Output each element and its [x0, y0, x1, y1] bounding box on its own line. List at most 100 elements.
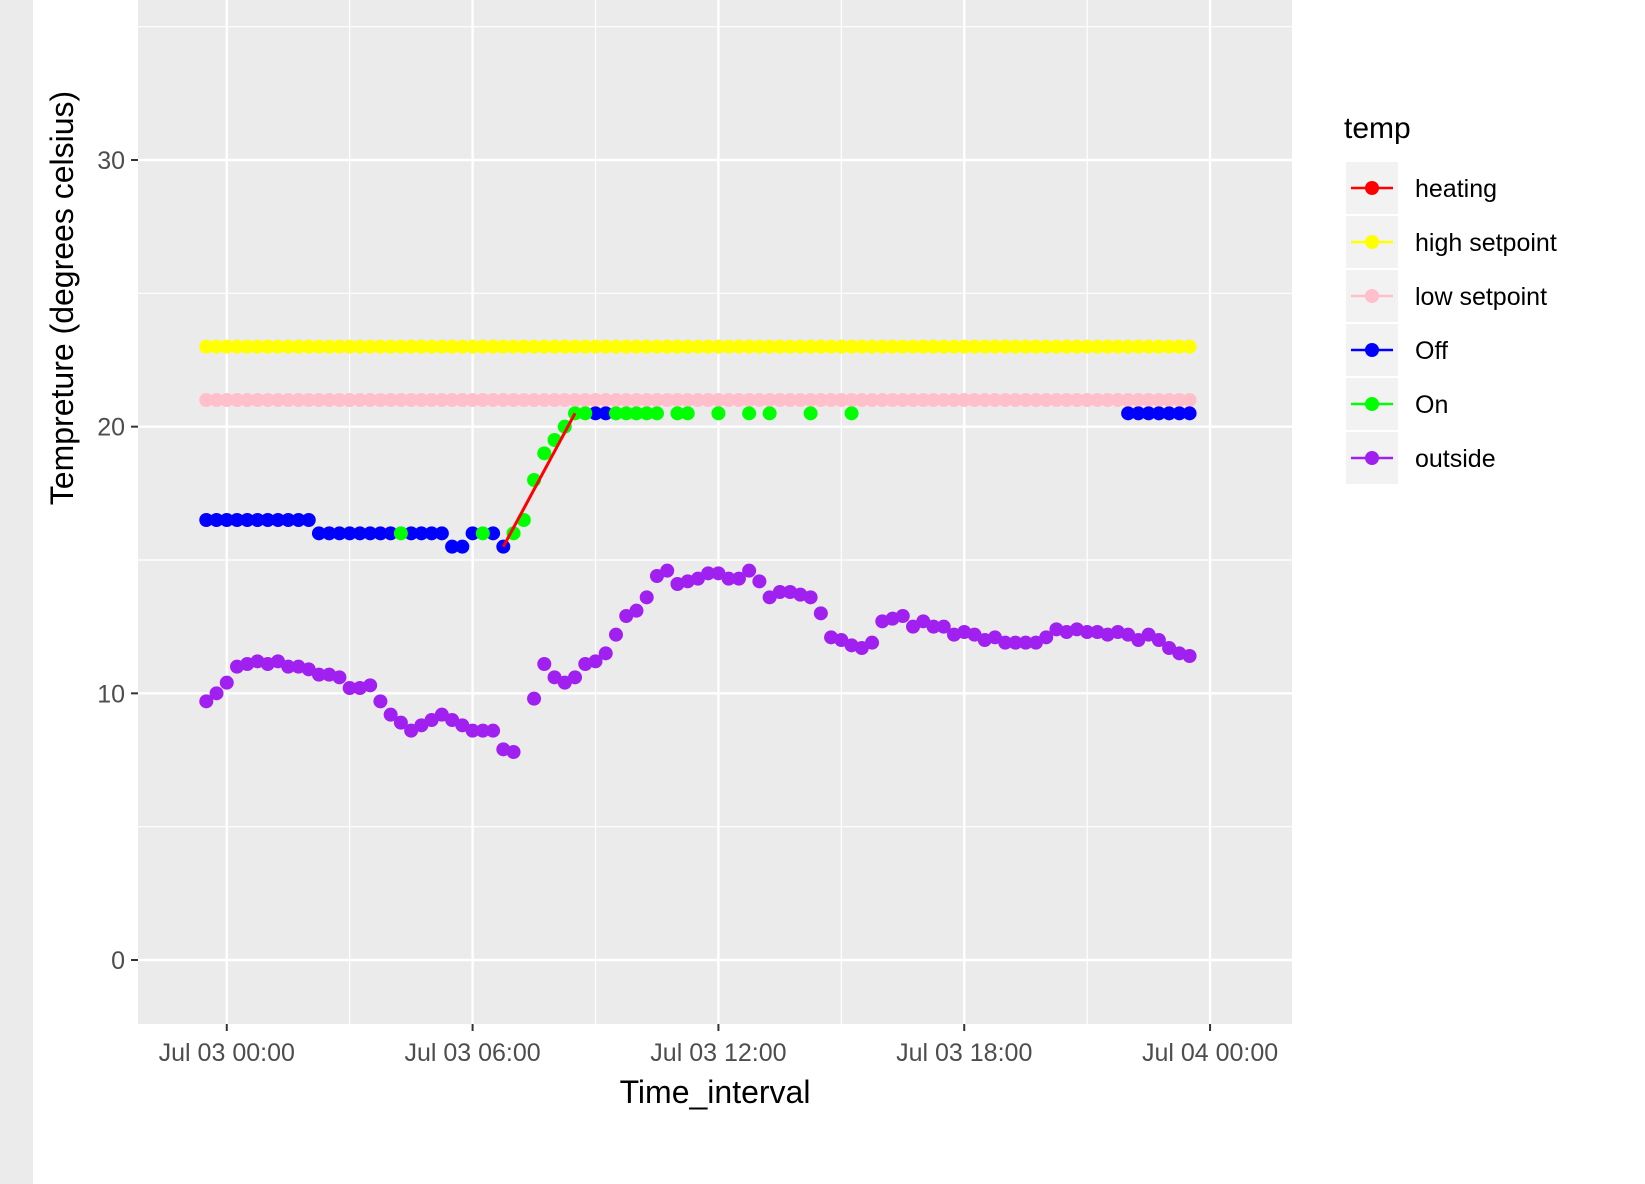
data-point-low-setpoint [1059, 393, 1074, 407]
data-point-low-setpoint [465, 393, 480, 407]
data-point-low-setpoint [926, 393, 941, 407]
data-point-off [383, 526, 398, 541]
x-axis: Jul 03 00:00 Jul 03 06:00 Jul 03 12:00 Jul … [159, 1024, 1278, 1067]
data-point-low-setpoint [680, 393, 695, 407]
data-point-low-setpoint [486, 393, 501, 407]
data-point-high-setpoint [793, 339, 808, 354]
data-point-high-setpoint [875, 339, 890, 354]
data-point-high-setpoint [219, 339, 234, 354]
data-point-off [1141, 406, 1156, 421]
data-point-outside [527, 691, 542, 706]
data-point-off [486, 526, 501, 541]
data-point-high-setpoint [373, 339, 388, 354]
data-point-outside [332, 670, 347, 685]
data-point-low-setpoint [383, 393, 398, 407]
data-point-low-setpoint [311, 393, 326, 407]
legend-key-point [1365, 343, 1379, 357]
data-point-off [230, 513, 245, 527]
data-point-low-setpoint [301, 393, 316, 407]
data-point-low-setpoint [352, 393, 367, 407]
data-point-on [578, 406, 593, 421]
data-point-low-setpoint [260, 393, 275, 407]
data-point-low-setpoint [608, 393, 623, 407]
data-point-high-setpoint [752, 339, 767, 354]
data-point-low-setpoint [731, 393, 746, 407]
data-point-on [680, 406, 695, 421]
data-point-high-setpoint [332, 339, 347, 354]
data-point-high-setpoint [690, 339, 705, 354]
data-point-off [219, 513, 234, 527]
data-point-outside [803, 590, 818, 605]
data-point-high-setpoint [1018, 339, 1033, 354]
data-point-low-setpoint [270, 393, 285, 407]
plot-panel [138, 0, 1292, 1024]
data-point-low-setpoint [783, 393, 798, 407]
x-tick-label: Jul 04 00:00 [1142, 1039, 1278, 1067]
data-point-off [434, 526, 449, 541]
data-point-high-setpoint [1141, 339, 1156, 354]
data-point-outside [311, 667, 326, 682]
data-point-high-setpoint [434, 339, 449, 354]
data-point-low-setpoint [414, 393, 429, 407]
data-point-high-setpoint [742, 339, 757, 354]
data-point-low-setpoint [987, 393, 1002, 407]
data-point-low-setpoint [342, 393, 357, 407]
data-point-low-setpoint [598, 393, 613, 407]
data-point-low-setpoint [813, 393, 828, 407]
data-point-off [1182, 406, 1197, 421]
data-point-off [209, 513, 224, 527]
data-point-high-setpoint [414, 339, 429, 354]
data-point-high-setpoint [946, 339, 961, 354]
legend-item-outside: outside [1346, 432, 1496, 484]
data-point-low-setpoint [1090, 393, 1105, 407]
series-high-setpoint [199, 339, 1197, 354]
data-point-high-setpoint [1110, 339, 1125, 354]
data-point-off [588, 406, 603, 421]
data-point-high-setpoint [885, 339, 900, 354]
y-axis: 0 10 20 30 [97, 147, 138, 975]
data-point-outside [639, 590, 654, 605]
data-point-low-setpoint [1131, 393, 1146, 407]
legend-item-low-setpoint: low setpoint [1346, 270, 1547, 322]
data-point-low-setpoint [946, 393, 961, 407]
data-point-low-setpoint [977, 393, 992, 407]
data-point-high-setpoint [772, 339, 787, 354]
data-point-outside [701, 566, 716, 581]
data-point-on [742, 406, 757, 421]
data-point-low-setpoint [711, 393, 726, 407]
data-point-high-setpoint [547, 339, 562, 354]
data-point-high-setpoint [199, 339, 214, 354]
data-point-outside [813, 606, 828, 621]
data-point-high-setpoint [322, 339, 337, 354]
data-point-outside [936, 619, 951, 634]
data-point-high-setpoint [1131, 339, 1146, 354]
data-point-on [393, 526, 408, 541]
data-point-on [670, 406, 685, 421]
data-point-low-setpoint [568, 393, 583, 407]
data-point-off [301, 513, 316, 527]
data-point-high-setpoint [1100, 339, 1115, 354]
data-point-high-setpoint [506, 339, 521, 354]
data-point-low-setpoint [291, 393, 306, 407]
data-point-high-setpoint [998, 339, 1013, 354]
data-point-outside [199, 694, 214, 709]
data-point-low-setpoint [322, 393, 337, 407]
data-point-low-setpoint [936, 393, 951, 407]
data-point-outside [742, 563, 757, 578]
data-point-high-setpoint [680, 339, 695, 354]
data-point-high-setpoint [311, 339, 326, 354]
data-point-low-setpoint [219, 393, 234, 407]
data-point-low-setpoint [1141, 393, 1156, 407]
data-point-low-setpoint [1049, 393, 1064, 407]
data-point-low-setpoint [250, 393, 265, 407]
data-point-high-setpoint [1080, 339, 1095, 354]
data-point-outside [1080, 625, 1095, 639]
data-point-high-setpoint [906, 339, 921, 354]
data-point-low-setpoint [967, 393, 982, 407]
data-point-high-setpoint [783, 339, 798, 354]
data-point-high-setpoint [1151, 339, 1166, 354]
data-point-low-setpoint [373, 393, 388, 407]
data-point-high-setpoint [363, 339, 378, 354]
data-point-low-setpoint [998, 393, 1013, 407]
